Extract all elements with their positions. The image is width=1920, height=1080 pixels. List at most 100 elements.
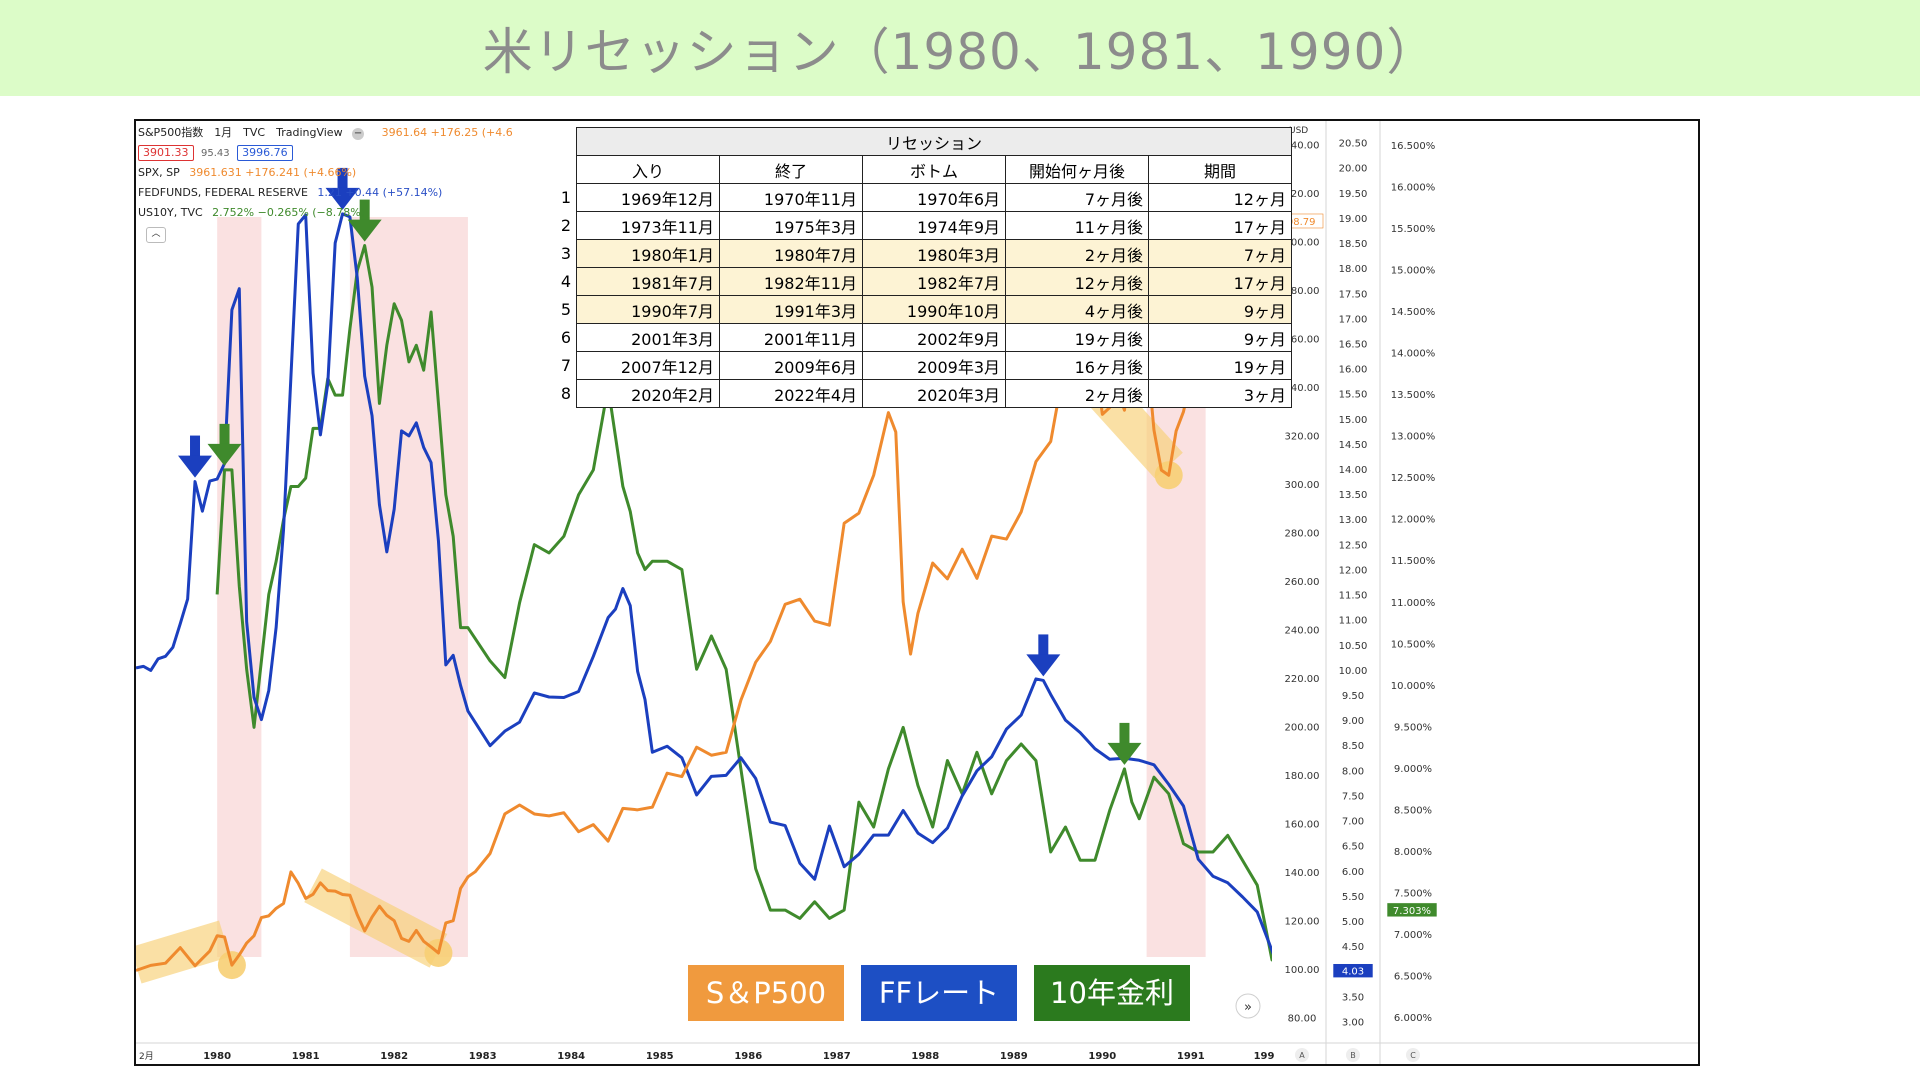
y10-tick-label: 7.500%	[1394, 888, 1432, 899]
table-cell: 1970年6月	[862, 183, 1006, 212]
ff-tick-label: 20.00	[1339, 164, 1368, 175]
y10-tick-label: 16.500%	[1391, 141, 1436, 152]
table-cell: 2022年4月	[719, 379, 863, 408]
column-header: 期間	[1148, 155, 1292, 184]
table-cell: 2007年12月	[576, 351, 720, 380]
ff-tick-label: 19.00	[1339, 214, 1368, 225]
down-arrow-icon	[1026, 634, 1061, 677]
down-arrow-icon	[207, 423, 242, 466]
usd-tick-label: 280.00	[1285, 528, 1320, 539]
spread-value: 95.43	[201, 148, 230, 159]
chevron-up-icon[interactable]: ︿	[146, 227, 166, 243]
bid-box[interactable]: 3901.33	[138, 145, 194, 161]
arrow-shaft	[219, 423, 230, 446]
y10-tick-label: 13.500%	[1391, 390, 1436, 401]
x-tick-label: 1983	[469, 1051, 497, 1062]
table-cell: 2009年6月	[719, 351, 863, 380]
arrow-shaft	[1038, 634, 1049, 657]
x-tick-label: 1991	[1177, 1051, 1205, 1062]
ff-tick-label: 14.50	[1339, 440, 1368, 451]
legend-row-collapse: ︿	[138, 223, 528, 243]
table-cell: 1969年12月	[576, 183, 720, 212]
legend-panel: S&P500指数 1月 TVC TradingView − 3961.64 +1…	[138, 123, 528, 243]
table-cell: 1982年11月	[719, 267, 863, 296]
row-number: 1	[560, 183, 577, 212]
usd-tick-label: 420.00	[1285, 189, 1320, 200]
arrow-head	[1026, 654, 1061, 677]
usd-tick-label: 400.00	[1285, 237, 1320, 248]
column-header: ボトム	[862, 155, 1006, 184]
table-cell: 2001年11月	[719, 323, 863, 352]
title-banner: 米リセッション（1980、1981、1990）	[0, 0, 1920, 96]
y10-tick-label: 9.000%	[1394, 764, 1432, 775]
table-cell: 2002年9月	[862, 323, 1006, 352]
axis-corner-badge	[1295, 1048, 1309, 1062]
legend-row-spx[interactable]: SPX, SP 3961.631 +176.241 (+4.66%)	[138, 163, 528, 183]
table-cell: 19ヶ月	[1148, 351, 1292, 380]
ff-tick-label: 7.50	[1342, 791, 1364, 802]
table-cell: 1990年10月	[862, 295, 1006, 324]
fed-values: 1.21 +0.44 (+57.14%)	[317, 186, 443, 199]
ff-tick-label: 18.50	[1339, 239, 1368, 250]
y10-tick-label: 15.000%	[1391, 266, 1436, 277]
table-row: 1 1969年12月 1970年11月 1970年6月 7ヶ月後 12ヶ月	[560, 183, 1292, 212]
table-cell: 2020年2月	[576, 379, 720, 408]
highlight-bar	[136, 920, 231, 984]
table-cell: 2009年3月	[862, 351, 1006, 380]
recession-band	[349, 217, 468, 957]
legend-row-us10[interactable]: US10Y, TVC 2.752% −0.265% (−8.78%)	[138, 203, 528, 223]
ff-tick-label: 5.00	[1342, 917, 1364, 928]
y10-tick-label: 6.000%	[1394, 1013, 1432, 1024]
usd-tick-label: 220.00	[1285, 674, 1320, 685]
last-value-badge	[1332, 963, 1374, 978]
spx-name: SPX, SP	[138, 166, 180, 179]
table-cell: 1975年3月	[719, 211, 863, 240]
ff-tick-label: 3.00	[1342, 1017, 1364, 1028]
legend-tag-sp500: S＆P500	[688, 965, 844, 1021]
last-value-text: 7.303%	[1393, 906, 1431, 917]
x-tick-label: 1987	[823, 1051, 851, 1062]
ff-tick-label: 8.50	[1342, 741, 1364, 752]
ff-tick-label: 16.50	[1339, 339, 1368, 350]
ff-tick-label: 11.50	[1339, 591, 1368, 602]
fed-name: FEDFUNDS, FEDERAL RESERVE	[138, 186, 308, 199]
chart-svg: USD440.00420.00400.00380.00360.00340.003…	[136, 121, 1698, 1064]
y10-tick-label: 11.000%	[1391, 598, 1436, 609]
ask-box[interactable]: 3996.76	[237, 145, 293, 161]
table-cell: 9ヶ月	[1148, 295, 1292, 324]
x-tick-label: 1986	[734, 1051, 762, 1062]
axis-corner-label: B	[1350, 1051, 1356, 1060]
table-cell: 1991年3月	[719, 295, 863, 324]
usd-tick-label: 300.00	[1285, 480, 1320, 491]
ff-tick-label: 10.00	[1339, 666, 1368, 677]
usd-tick-label: 320.00	[1285, 431, 1320, 442]
arrow-head	[347, 219, 382, 242]
usd-tick-label: 360.00	[1285, 334, 1320, 345]
ff-tick-label: 9.50	[1342, 691, 1364, 702]
row-number: 5	[560, 295, 577, 324]
ff-tick-label: 12.50	[1339, 540, 1368, 551]
table-cell: 7ヶ月	[1148, 239, 1292, 268]
usd-tick-label: 380.00	[1285, 286, 1320, 297]
row-number: 7	[560, 351, 577, 380]
scroll-right-glyph: »	[1244, 1000, 1252, 1015]
row-number: 4	[560, 267, 577, 296]
row-number: 8	[560, 379, 577, 408]
table-cell: 9ヶ月	[1148, 323, 1292, 352]
legend-row-fed[interactable]: FEDFUNDS, FEDERAL RESERVE 1.21 +0.44 (+5…	[138, 183, 528, 203]
row-number-spacer	[560, 155, 577, 184]
axes-background	[1272, 121, 1698, 1064]
arrow-shaft	[1119, 722, 1130, 745]
y10-tick-label: 9.500%	[1394, 722, 1432, 733]
x-tick-label: 1985	[646, 1051, 674, 1062]
y10-tick-label: 11.500%	[1391, 556, 1436, 567]
column-header: 終了	[719, 155, 863, 184]
x-tick-label: 1988	[911, 1051, 939, 1062]
symbol-line: S&P500指数 1月 TVC TradingView	[138, 126, 343, 139]
table-cell: 17ヶ月	[1148, 211, 1292, 240]
minus-icon[interactable]: −	[352, 128, 365, 140]
y10-tick-label: 8.500%	[1394, 805, 1432, 816]
down-arrow-icon	[325, 167, 360, 210]
last-value-text: 4.03	[1342, 967, 1364, 978]
table-header-row: 入り 終了 ボトム 開始何ヶ月後 期間	[560, 155, 1292, 184]
